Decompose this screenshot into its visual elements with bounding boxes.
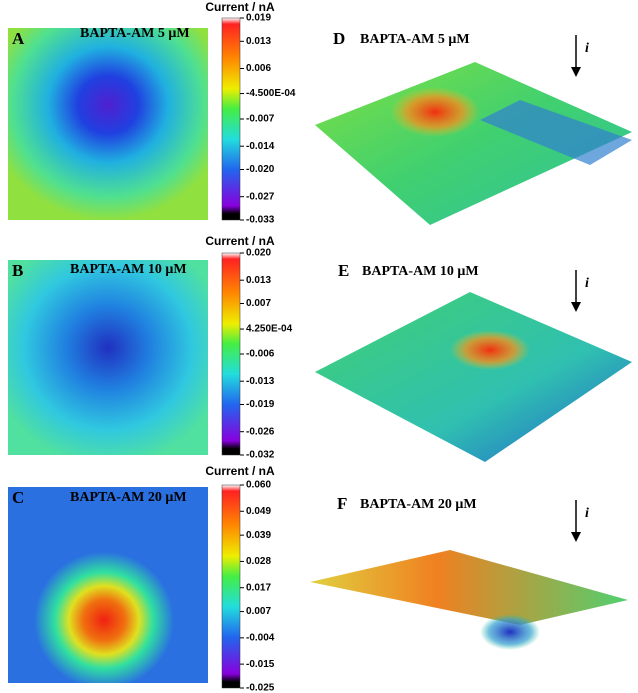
tick-label: 0.028	[246, 556, 271, 567]
tick-label: 0.006	[246, 63, 271, 74]
arrow-label: i	[585, 41, 589, 56]
tick-label: -0.026	[246, 426, 275, 437]
heatmap	[8, 260, 208, 455]
heatmap	[8, 487, 208, 683]
tick-label: -0.006	[246, 349, 275, 360]
surface-pit	[480, 614, 540, 650]
tick-label: -0.015	[246, 659, 275, 670]
tick-label: -0.020	[246, 164, 275, 175]
surface-title: BAPTA-AM 5 μM	[360, 32, 470, 47]
tick-label: 0.013	[246, 36, 271, 47]
heatmap	[8, 28, 208, 220]
tick-label: -0.033	[246, 215, 275, 226]
surface-peak	[390, 87, 480, 137]
surface-valley	[480, 100, 632, 165]
tick-label: 4.250E-04	[246, 324, 293, 335]
panel-letter: F	[337, 494, 347, 513]
colorbar-label: Current / nA	[205, 234, 275, 248]
surface	[310, 550, 628, 625]
tick-label: -0.004	[246, 632, 275, 643]
arrow-head	[571, 532, 581, 542]
colorbar-label: Current / nA	[205, 0, 275, 14]
surface	[315, 292, 632, 462]
panel-letter: E	[338, 261, 349, 280]
tick-label: 0.060	[246, 480, 271, 491]
colorbar	[221, 252, 241, 456]
panel-letter: B	[12, 261, 23, 280]
tick-label: 0.019	[246, 13, 271, 24]
tick-label: 0.039	[246, 530, 271, 541]
tick-label: -0.032	[246, 450, 275, 461]
tick-label: -0.014	[246, 141, 275, 152]
arrow-head	[571, 302, 581, 312]
panel-letter: D	[333, 29, 345, 48]
arrow-label: i	[585, 276, 589, 291]
tick-label: 0.017	[246, 582, 271, 593]
tick-label: -0.025	[246, 683, 275, 693]
surface-title: BAPTA-AM 20 μM	[360, 497, 477, 512]
panel-title: BAPTA-AM 5 μM	[80, 26, 190, 41]
colorbar	[221, 484, 241, 689]
panel-title: BAPTA-AM 20 μM	[70, 490, 187, 505]
tick-label: -0.013	[246, 376, 275, 387]
tick-label: 0.020	[246, 248, 271, 259]
tick-label: 0.007	[246, 606, 271, 617]
surface-title: BAPTA-AM 10 μM	[362, 264, 479, 279]
panel-title: BAPTA-AM 10 μM	[70, 262, 187, 277]
tick-label: -0.019	[246, 399, 275, 410]
colorbar-label: Current / nA	[205, 464, 275, 478]
tick-label: 0.049	[246, 506, 271, 517]
panel-letter: C	[12, 488, 24, 507]
tick-label: -0.027	[246, 191, 275, 202]
tick-label: -4.500E-04	[246, 88, 296, 99]
tick-label: -0.007	[246, 114, 275, 125]
panel-letter: A	[12, 29, 25, 48]
surface-peak	[450, 330, 530, 370]
tick-label: 0.007	[246, 298, 271, 309]
colorbar	[221, 17, 241, 221]
arrow-head	[571, 67, 581, 77]
arrow-label: i	[585, 506, 589, 521]
tick-label: 0.013	[246, 275, 271, 286]
